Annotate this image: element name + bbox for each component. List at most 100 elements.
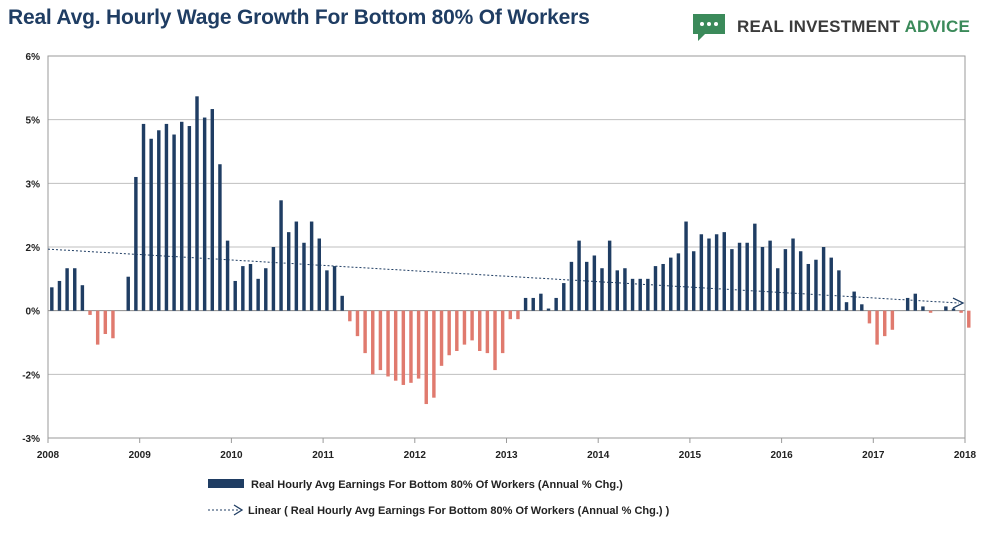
bar [187,126,192,311]
y-tick-label: -2% [22,370,40,381]
bar [661,263,665,311]
bar [455,310,459,351]
bar [134,176,138,311]
bar [103,310,108,335]
bar [607,240,612,311]
bar [554,297,558,311]
bar [325,270,329,311]
legend-swatch-bars [208,479,244,488]
bar [485,310,490,354]
y-tick-label: 5% [26,116,41,127]
bar [669,257,673,311]
bar [883,310,887,337]
bar [905,297,910,311]
bar [814,259,818,311]
bar [478,310,482,351]
bar [111,310,115,339]
bar [722,232,726,311]
bar [401,310,406,385]
x-tick-label: 2009 [129,450,152,461]
bar [332,266,337,311]
bar [699,234,704,311]
trendline [47,248,965,309]
y-axis-ticks: 6% 5% 3% 2% 0% -2% -3% [22,52,40,445]
x-tick-label: 2011 [312,450,334,461]
bar [164,123,169,311]
bar [737,242,742,311]
bar [462,310,467,345]
speech-bubble-icon [693,14,725,41]
bar [562,283,566,311]
x-tick-label: 2013 [495,450,518,461]
x-tick-label: 2016 [770,450,793,461]
bar [546,308,551,311]
bar [409,310,413,383]
bar [73,268,77,311]
bar [875,310,879,345]
bar [676,253,681,311]
bar [432,310,436,398]
bar [256,278,260,311]
bar [890,310,895,330]
bar [539,293,543,311]
bar [646,278,650,311]
bar [508,310,513,320]
bar [302,242,306,311]
bar [88,310,92,315]
bar [653,266,658,311]
bar [340,295,344,311]
bar [378,310,383,371]
bar [279,200,283,311]
bar [50,287,54,311]
y-tick-label: -3% [22,434,40,445]
bar [852,291,856,311]
x-tick-label: 2012 [404,450,427,461]
bar [714,234,719,311]
bar [867,310,872,324]
bar [577,240,581,311]
bar [416,310,421,379]
x-tick-label: 2017 [862,450,885,461]
bar [860,304,864,311]
gridlines [47,55,966,439]
y-tick-label: 6% [26,52,41,63]
bar [760,247,765,311]
bar [707,238,711,311]
bar [500,310,505,354]
bar [218,164,222,311]
bar [493,310,497,371]
bar [798,251,803,311]
bar [531,297,535,311]
legend: Real Hourly Avg Earnings For Bottom 80% … [208,479,670,517]
bar [195,96,199,311]
legend-arrow-icon [233,504,244,516]
trendline-arrow-icon [952,297,965,309]
bar [248,263,253,311]
bar [730,249,734,311]
bar [210,109,215,311]
bar [149,138,153,311]
bar [776,268,780,311]
bar [516,310,520,320]
bar [157,130,161,311]
bar [80,285,85,311]
bar [615,270,620,311]
bar [317,238,321,311]
bar [363,310,367,354]
bar [355,310,360,337]
bar [424,310,428,405]
bar [783,249,788,311]
bar [141,123,146,311]
bar [829,257,833,311]
bar [393,310,398,381]
legend-label-trend: Linear ( Real Hourly Avg Earnings For Bo… [248,505,670,517]
bar [684,221,688,311]
bar [753,223,757,311]
y-tick-label: 0% [26,307,41,318]
bar [600,268,604,311]
bar [913,293,918,311]
chart-title: Real Avg. Hourly Wage Growth For Bottom … [8,6,590,29]
bar [57,280,62,311]
bar [180,121,184,311]
